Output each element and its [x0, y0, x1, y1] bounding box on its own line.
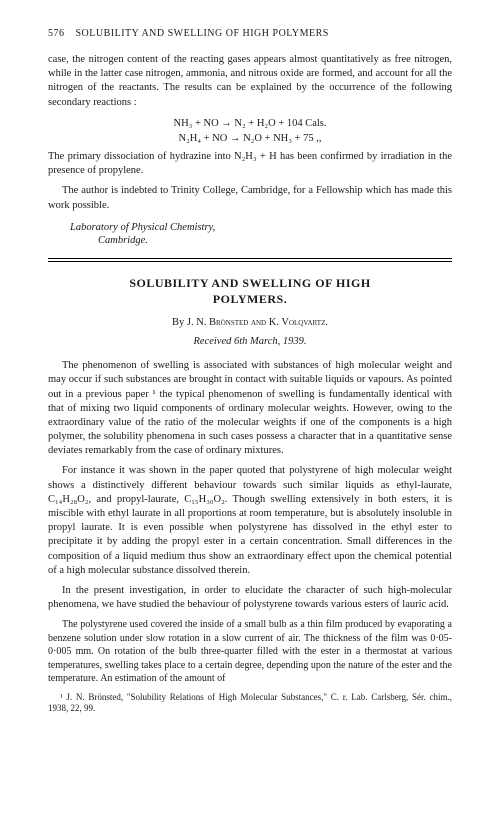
authors-names: J. N. Brönsted and K. Volqvartz.	[187, 317, 328, 328]
affiliation-line-1: Laboratory of Physical Chemistry,	[70, 221, 452, 235]
authors-prefix: By	[172, 317, 187, 328]
article-para-3: In the present investigation, in order t…	[48, 584, 452, 612]
affiliation-line-2: Cambridge.	[98, 234, 452, 248]
equation-1: NH₃ + NO → N₂ + H₂O + 104 Cals.	[48, 116, 452, 131]
received-date: Received 6th March, 1939.	[48, 336, 452, 347]
equation-2: N₂H₄ + NO → N₂O + NH₃ + 75 ,,	[48, 131, 452, 146]
page: 576 SOLUBILITY AND SWELLING OF HIGH POLY…	[0, 0, 500, 744]
running-title: SOLUBILITY AND SWELLING OF HIGH POLYMERS	[76, 28, 329, 39]
article-para-4: The polystyrene used covered the inside …	[48, 618, 452, 686]
title-line-1: SOLUBILITY AND SWELLING OF HIGH	[48, 276, 452, 292]
affiliation: Laboratory of Physical Chemistry, Cambri…	[70, 221, 452, 248]
acknowledgement: The author is indebted to Trinity Colleg…	[48, 184, 452, 212]
article-para-1: The phenomenon of swelling is associated…	[48, 359, 452, 458]
running-head: 576 SOLUBILITY AND SWELLING OF HIGH POLY…	[48, 28, 452, 39]
footnote-1: ¹ J. N. Brönsted, "Solubility Relations …	[48, 692, 452, 715]
article-title: SOLUBILITY AND SWELLING OF HIGH POLYMERS…	[48, 276, 452, 307]
page-number: 576	[48, 28, 65, 39]
article-para-2: For instance it was shown in the paper q…	[48, 464, 452, 577]
section-rule	[48, 258, 452, 262]
upper-para-2: The primary dissociation of hydrazine in…	[48, 150, 452, 178]
authors: By J. N. Brönsted and K. Volqvartz.	[48, 317, 452, 328]
reaction-equations: NH₃ + NO → N₂ + H₂O + 104 Cals. N₂H₄ + N…	[48, 116, 452, 146]
title-line-2: POLYMERS.	[48, 292, 452, 308]
upper-para-1: case, the nitrogen content of the reacti…	[48, 53, 452, 110]
